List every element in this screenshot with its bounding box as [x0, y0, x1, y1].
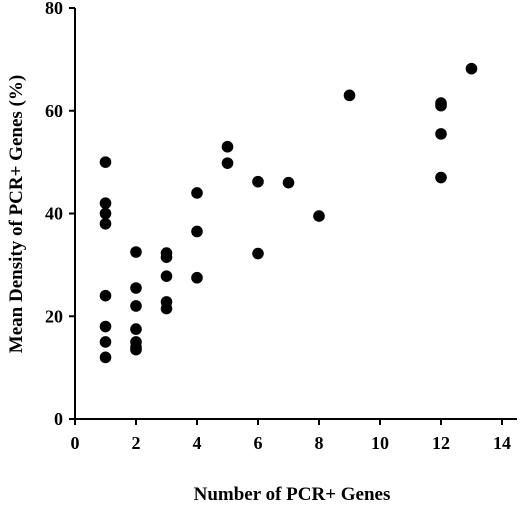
data-point: [221, 140, 234, 153]
x-tick-label: 12: [432, 433, 450, 453]
y-tick-label: 80: [45, 0, 63, 18]
data-point: [252, 175, 264, 188]
x-tick-label: 6: [254, 433, 263, 453]
y-tick-label: 60: [45, 101, 63, 121]
data-point: [99, 289, 112, 302]
data-point: [160, 270, 173, 282]
y-tick-label: 0: [54, 409, 63, 429]
data-point: [282, 176, 295, 189]
data-points: [99, 62, 478, 364]
data-point: [130, 300, 142, 312]
y-ticks: 0 20 40 60 80: [45, 0, 75, 429]
data-point: [130, 282, 142, 294]
data-point: [313, 210, 325, 222]
x-axis-title: Number of PCR+ Genes: [194, 484, 391, 505]
x-tick-label: 4: [193, 433, 202, 453]
x-tick-label: 8: [315, 433, 324, 453]
y-tick-label: 40: [45, 204, 63, 224]
data-point: [435, 171, 447, 184]
data-point: [99, 217, 112, 230]
data-point: [99, 156, 112, 168]
data-point: [465, 62, 478, 75]
data-point: [99, 197, 112, 210]
data-point: [160, 302, 173, 315]
x-tick-label: 10: [371, 433, 389, 453]
x-ticks: 0 2 4 6 8 10 12 14: [71, 419, 511, 453]
data-point: [191, 225, 203, 238]
axes: [74, 8, 517, 420]
data-point: [435, 99, 447, 112]
data-point: [191, 271, 203, 284]
y-axis-title: Mean Density of PCR+ Genes (%): [6, 75, 27, 353]
data-point: [130, 246, 142, 258]
data-point: [99, 351, 112, 364]
data-point: [191, 187, 203, 199]
x-tick-label: 0: [71, 433, 80, 453]
data-point: [99, 336, 112, 348]
data-point: [160, 251, 173, 263]
data-point: [221, 157, 234, 169]
data-point: [99, 207, 112, 220]
y-tick-label: 20: [45, 306, 63, 326]
data-point: [130, 343, 142, 356]
data-point: [252, 247, 264, 260]
x-tick-label: 14: [493, 433, 511, 453]
data-point: [343, 89, 356, 102]
x-tick-label: 2: [132, 433, 141, 453]
data-point: [130, 323, 142, 335]
data-point: [99, 320, 112, 333]
data-point: [435, 128, 447, 140]
